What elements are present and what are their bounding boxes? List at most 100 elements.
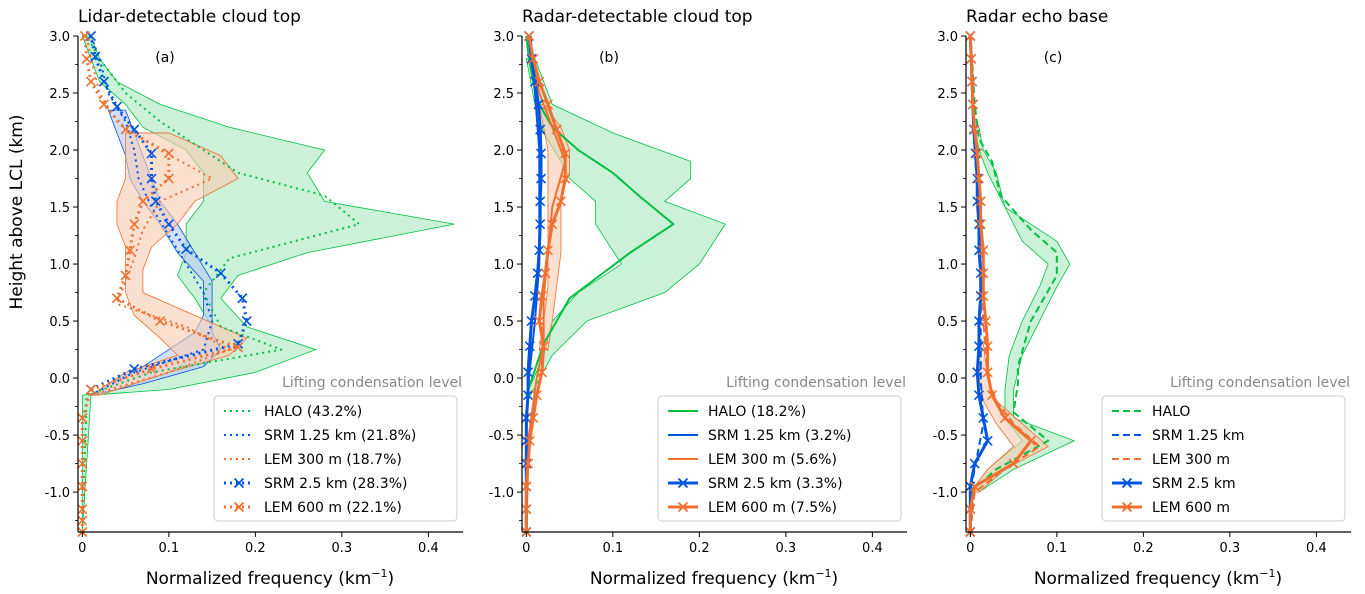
series-marker bbox=[98, 76, 110, 87]
series-marker bbox=[542, 99, 554, 110]
legend-item: LEM 600 m bbox=[1112, 500, 1230, 516]
y-tick-label: -0.5 bbox=[489, 429, 514, 444]
series-marker bbox=[978, 245, 989, 256]
y-tick-label: -0.5 bbox=[45, 429, 70, 444]
series-marker bbox=[528, 412, 539, 424]
x-tick-label: 0.2 bbox=[245, 541, 266, 556]
lcl-label: Lifting condensation level bbox=[1170, 375, 1350, 391]
series-marker bbox=[531, 390, 542, 401]
series-marker bbox=[535, 196, 546, 207]
legend-label: HALO (18.2%) bbox=[708, 404, 806, 420]
legend-item: SRM 2.5 km (28.3%) bbox=[224, 476, 407, 492]
legend-item: SRM 2.5 km (3.3%) bbox=[668, 476, 843, 492]
series-marker bbox=[973, 173, 985, 184]
band-lem bbox=[89, 132, 248, 396]
y-tick-label: 1.5 bbox=[493, 201, 514, 216]
y-tick-label: 3.0 bbox=[49, 30, 70, 45]
series-marker bbox=[972, 367, 983, 378]
plot-area: -1.0 -0.5 0.0 0.5 1.0 1.5 2.0 2.5 3.0 0 0.1 0.2 0.3 0… bbox=[933, 30, 1351, 556]
legend: HALO (18.2%) SRM 1.25 km (3.2%) LEM 300 m … bbox=[657, 395, 902, 522]
series-marker bbox=[1025, 435, 1036, 446]
series-marker bbox=[999, 412, 1010, 424]
legend-label: HALO bbox=[1152, 404, 1190, 420]
series-marker bbox=[973, 341, 985, 352]
series-marker bbox=[986, 390, 998, 401]
legend: HALO (43.2%) SRM 1.25 km (21.8%) LEM 300 m… bbox=[213, 395, 458, 522]
y-tick-label: 1.5 bbox=[937, 201, 958, 216]
series-marker bbox=[560, 173, 571, 184]
plot-area: -1.0 -0.5 0.0 0.5 1.0 1.5 2.0 2.5 3.0 0 0.1 0.2 0.3 0… bbox=[489, 30, 907, 556]
series-marker bbox=[535, 148, 547, 159]
x-axis-label: Normalized frequency (km−1) bbox=[590, 567, 838, 589]
series-marker bbox=[536, 367, 547, 378]
y-tick-label: 0.0 bbox=[49, 372, 70, 387]
series-marker bbox=[535, 124, 546, 135]
series-marker bbox=[523, 30, 534, 42]
series-marker bbox=[155, 315, 166, 327]
legend-item: SRM 1.25 km bbox=[1112, 428, 1245, 444]
legend: HALO SRM 1.25 km LEM 300 m SRM 2.5 km LEM 60… bbox=[1101, 395, 1346, 522]
y-tick-label: -1.0 bbox=[489, 486, 514, 501]
series-marker bbox=[522, 390, 534, 401]
series-line-0 bbox=[969, 35, 1058, 493]
series-marker bbox=[241, 315, 252, 327]
series-marker bbox=[85, 384, 97, 395]
series-marker bbox=[163, 219, 174, 230]
series-marker bbox=[969, 458, 980, 469]
panel-b: Radar-detectable cloud top (b) Lifting c… bbox=[489, 7, 907, 589]
legend-label: LEM 300 m bbox=[1152, 452, 1230, 468]
series-marker bbox=[163, 173, 174, 184]
series-marker bbox=[120, 270, 131, 281]
band-halo bbox=[525, 58, 726, 396]
legend-item: HALO (43.2%) bbox=[224, 404, 362, 420]
series-marker bbox=[538, 341, 549, 352]
legend-item: HALO (18.2%) bbox=[668, 404, 806, 420]
series-marker bbox=[535, 219, 546, 230]
lcl-label: Lifting condensation level bbox=[726, 375, 906, 391]
y-tick-label: 2.5 bbox=[49, 87, 70, 102]
series-marker bbox=[528, 53, 539, 64]
x-tick-label: 0.1 bbox=[1046, 541, 1067, 556]
series-marker bbox=[77, 458, 88, 469]
y-tick-label: 0.5 bbox=[937, 315, 958, 330]
series-marker bbox=[77, 481, 88, 492]
x-tick-label: 0.2 bbox=[1133, 541, 1154, 556]
y-tick-label: 1.0 bbox=[493, 258, 514, 273]
x-tick-label: 0 bbox=[522, 541, 530, 556]
y-tick-label: 2.0 bbox=[493, 144, 514, 159]
legend-item: SRM 2.5 km bbox=[1112, 476, 1236, 492]
x-tick-label: 0 bbox=[966, 541, 974, 556]
legend-item: LEM 600 m (7.5%) bbox=[668, 500, 837, 516]
x-tick-label: 0.3 bbox=[776, 541, 797, 556]
series-marker bbox=[560, 148, 571, 159]
plot-area: -1.0 -0.5 0.0 0.5 1.0 1.5 2.0 2.5 3.0 0 0.1 0.2 0.3 0… bbox=[45, 30, 463, 556]
panel-a: Lidar-detectable cloud top (a) Lifting c… bbox=[45, 7, 463, 589]
series-line-4 bbox=[524, 35, 567, 532]
legend-item: HALO bbox=[1112, 404, 1190, 420]
series-marker bbox=[137, 196, 148, 207]
x-tick-label: 0.3 bbox=[332, 541, 353, 556]
x-tick-label: 0.3 bbox=[1220, 541, 1241, 556]
legend-label: SRM 1.25 km bbox=[1152, 428, 1245, 444]
series-marker bbox=[972, 148, 983, 159]
series-marker bbox=[146, 363, 157, 375]
panel-label: (b) bbox=[599, 50, 619, 66]
series-marker bbox=[77, 504, 88, 515]
series-marker bbox=[215, 268, 226, 279]
y-tick-label: 3.0 bbox=[493, 30, 514, 45]
panel-title: Radar echo base bbox=[966, 7, 1108, 27]
y-tick-label: 3.0 bbox=[937, 30, 958, 45]
y-tick-label: 2.5 bbox=[937, 87, 958, 102]
series-marker bbox=[1008, 458, 1019, 469]
y-tick-label: 1.0 bbox=[49, 258, 70, 273]
series-line-4 bbox=[968, 35, 1033, 532]
series-marker bbox=[522, 367, 534, 378]
y-tick-label: 2.0 bbox=[937, 144, 958, 159]
series-marker bbox=[969, 124, 980, 135]
series-marker bbox=[965, 30, 976, 42]
x-tick-label: 0.4 bbox=[1306, 541, 1327, 556]
series-marker bbox=[120, 124, 131, 135]
y-tick-label: 0.0 bbox=[937, 372, 958, 387]
legend-label: LEM 600 m (7.5%) bbox=[708, 500, 837, 516]
series-marker bbox=[969, 481, 980, 492]
